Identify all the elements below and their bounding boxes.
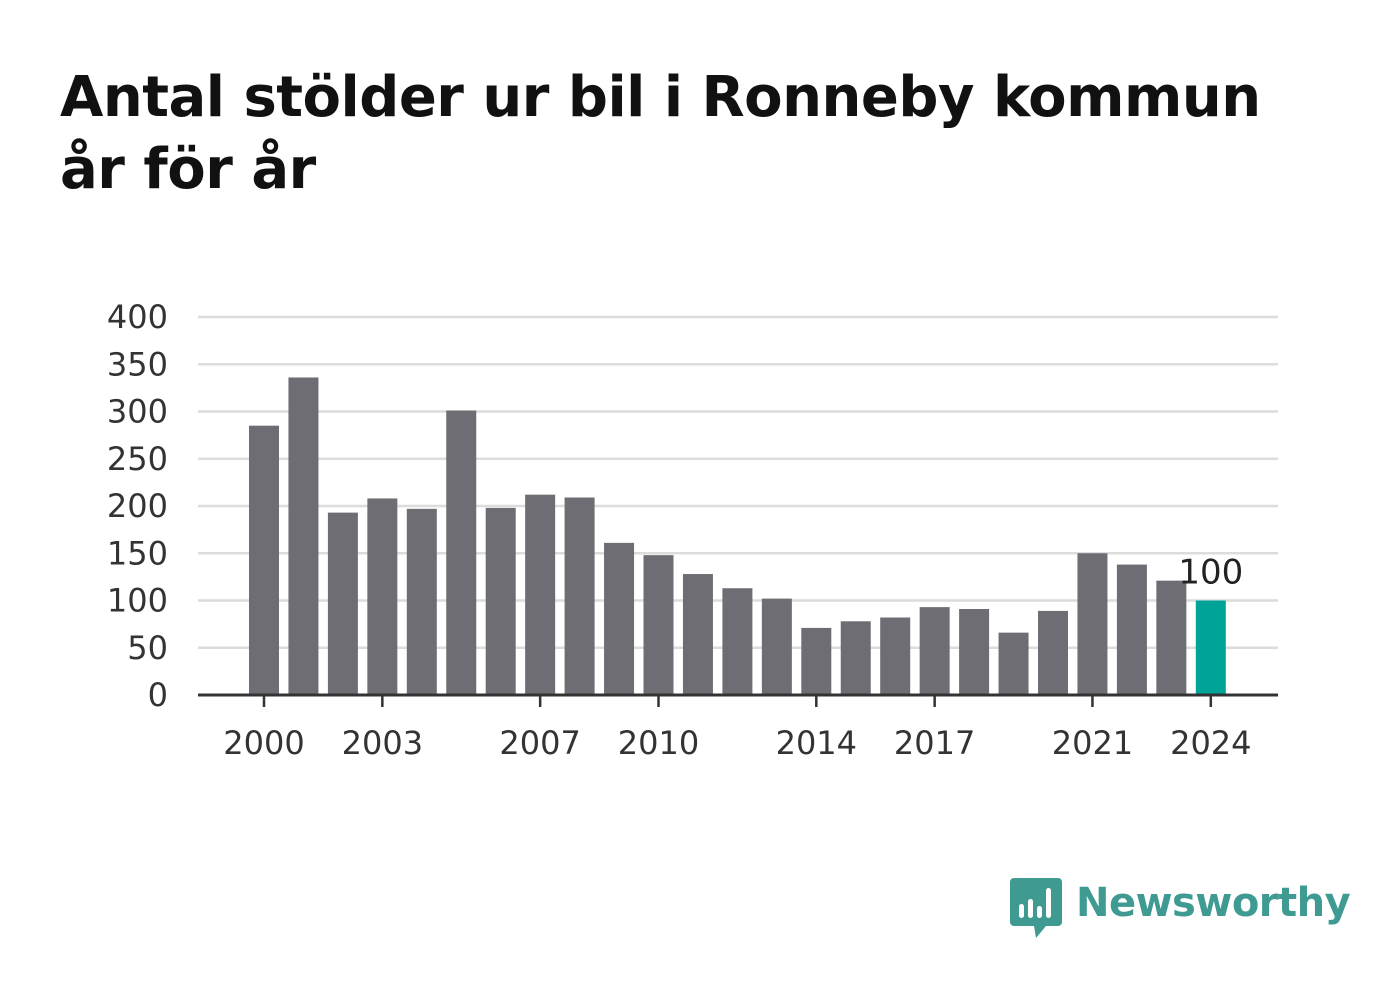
- bar: [722, 588, 753, 695]
- y-tick-label: 0: [148, 676, 168, 714]
- highlight-data-label: 100: [1178, 553, 1243, 593]
- bar: [880, 617, 911, 695]
- y-tick-label: 300: [107, 393, 168, 431]
- y-tick-label: 50: [127, 629, 168, 667]
- bar: [288, 377, 319, 695]
- bar: [485, 507, 516, 695]
- bar: [1077, 553, 1108, 695]
- chart-title: Antal stölder ur bil i Ronneby kommun år…: [60, 65, 1261, 202]
- bar: [249, 425, 279, 695]
- bar-highlight: [1195, 600, 1226, 695]
- bar: [327, 512, 358, 695]
- bar: [406, 508, 437, 695]
- brand-logo: Newsworthy: [1010, 878, 1351, 942]
- bar: [840, 621, 871, 695]
- newsworthy-logo-icon: [1010, 878, 1062, 938]
- x-tick-label: 2021: [1052, 724, 1133, 762]
- x-tick-label: 2024: [1170, 724, 1251, 762]
- x-tick-label: 2007: [499, 724, 580, 762]
- y-tick-label: 250: [107, 440, 168, 478]
- bar: [525, 494, 556, 695]
- bar: [1038, 610, 1068, 695]
- y-tick-label: 350: [107, 345, 168, 383]
- bar: [604, 542, 635, 695]
- y-tick-label: 400: [107, 298, 168, 336]
- bar: [1116, 564, 1147, 695]
- x-tick-label: 2003: [342, 724, 423, 762]
- bar: [919, 607, 950, 695]
- bar: [367, 498, 398, 695]
- bar: [564, 497, 595, 695]
- x-tick-label: 2010: [618, 724, 699, 762]
- bar: [446, 410, 477, 695]
- bar: [682, 574, 713, 695]
- bar: [1156, 580, 1187, 695]
- bar: [959, 609, 990, 695]
- bar: [643, 555, 674, 695]
- x-tick-label: 2017: [894, 724, 975, 762]
- y-tick-label: 100: [107, 582, 168, 620]
- bar: [761, 598, 792, 695]
- bar: [998, 632, 1029, 695]
- brand-name: Newsworthy: [1076, 880, 1351, 926]
- bar: [801, 627, 832, 695]
- x-tick-label: 2000: [223, 724, 304, 762]
- y-tick-label: 200: [107, 487, 168, 525]
- x-tick-label: 2014: [776, 724, 857, 762]
- y-tick-label: 150: [107, 534, 168, 572]
